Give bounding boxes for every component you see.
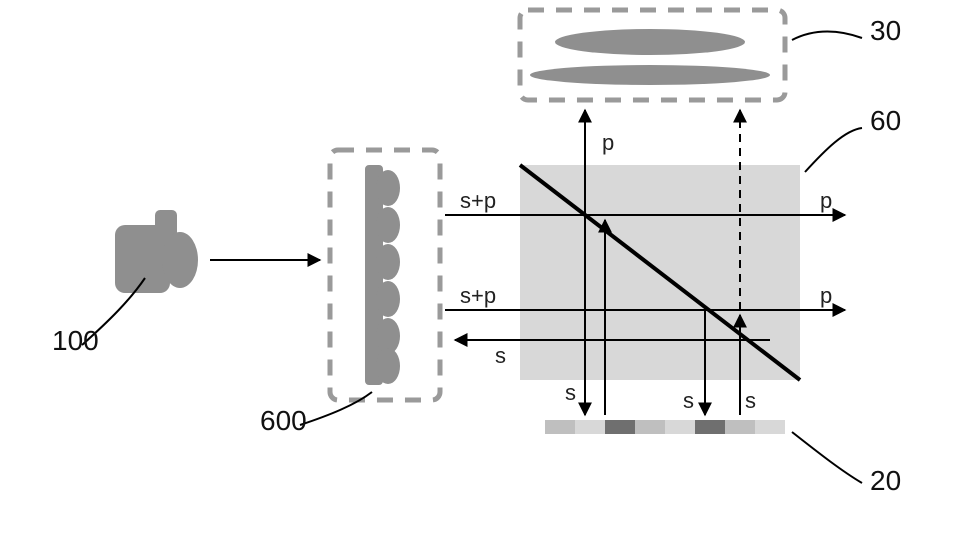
- lens-stack-bump-1: [376, 207, 400, 243]
- label-p_top: p: [602, 130, 614, 155]
- label-sp2: s+p: [460, 283, 496, 308]
- lens-stack-bump-3: [376, 281, 400, 317]
- leader-lensbox: [300, 392, 372, 425]
- refnum-source: 100: [52, 325, 99, 356]
- top-lens-0: [555, 29, 745, 55]
- diagram-root: p s+p s+p p p s s s s 100 600 30 60 20: [0, 0, 956, 534]
- refnum-top: 30: [870, 15, 901, 46]
- refnum-block: 60: [870, 105, 901, 136]
- dashed-box-top_lenses: [520, 10, 785, 100]
- strip-seg-2: [605, 420, 635, 434]
- strip-seg-4: [665, 420, 695, 434]
- strip-seg-1: [575, 420, 605, 434]
- strip-seg-6: [725, 420, 755, 434]
- label-sp1: s+p: [460, 188, 496, 213]
- strip-seg-7: [755, 420, 785, 434]
- refnum-strip: 20: [870, 465, 901, 496]
- label-s_back: s: [495, 343, 506, 368]
- label-p_out2: p: [820, 283, 832, 308]
- leader-block: [805, 128, 862, 172]
- strip-seg-5: [695, 420, 725, 434]
- leader-strip: [792, 432, 862, 483]
- refnum-lensbox: 600: [260, 405, 307, 436]
- strip-seg-0: [545, 420, 575, 434]
- strip-seg-3: [635, 420, 665, 434]
- lens-stack-bump-5: [376, 348, 400, 384]
- label-s_dl: s: [565, 380, 576, 405]
- lens-stack-bump-0: [376, 170, 400, 206]
- source-lens: [162, 232, 198, 288]
- top-lens-1: [530, 65, 770, 85]
- label-s_dm: s: [683, 388, 694, 413]
- label-p_out1: p: [820, 188, 832, 213]
- label-s_ur: s: [745, 388, 756, 413]
- lens-stack-bump-2: [376, 244, 400, 280]
- leader-top: [792, 32, 862, 41]
